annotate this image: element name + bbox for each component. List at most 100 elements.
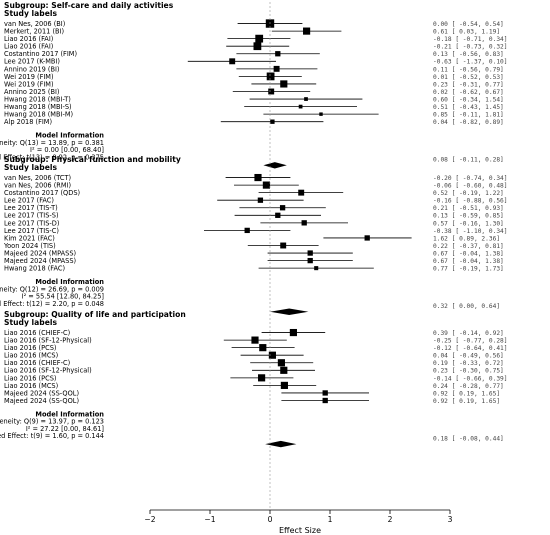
effect-square xyxy=(258,374,266,382)
effect-square xyxy=(298,189,305,196)
effect-square xyxy=(244,227,250,234)
pooled-diamond xyxy=(263,162,287,169)
effect-square xyxy=(307,257,313,264)
ci-value: 0.04 [ -0.49, 0.56] xyxy=(433,353,504,360)
study-label: Costantino 2017 (FIM) xyxy=(4,50,77,58)
effect-square xyxy=(277,359,285,367)
ci-value: -0.12 [ -0.64, 0.41] xyxy=(433,345,508,352)
effect-square xyxy=(280,80,288,88)
ci-value: 0.19 [ -0.33, 0.72] xyxy=(433,360,504,367)
study-label: Merkert, 2011 (BI) xyxy=(4,28,64,36)
study-label: Liao 2016 (SF-12-Physical) xyxy=(4,367,92,375)
study-label: Lee 2017 (K-MBI) xyxy=(4,58,60,66)
ci-value: 0.57 [ -0.16, 1.30] xyxy=(433,220,504,227)
x-tick-label: 1 xyxy=(328,515,333,524)
study-labels-header: Study labels xyxy=(4,9,57,18)
study-label: Wei 2019 (FIM) xyxy=(4,80,54,88)
ci-value: 0.61 [ 0.03, 1.19] xyxy=(433,29,500,36)
effect-square xyxy=(304,97,308,101)
ci-value: 0.92 [ 0.19, 1.65] xyxy=(433,390,500,397)
effect-square xyxy=(255,34,264,43)
ci-value: 0.01 [ -0.52, 0.53] xyxy=(433,74,504,81)
effect-square xyxy=(259,344,267,352)
subgroup-title: Subgroup: Physical function and mobility xyxy=(4,155,181,164)
study-label: Annino 2025 (BI) xyxy=(4,88,60,96)
ci-value: 0.67 [ -0.04, 1.38] xyxy=(433,258,504,265)
heterogeneity-stat: Heterogeneity: Q(12) = 26.69, p = 0.009 xyxy=(0,285,104,293)
study-label: Majeed 2024 (MPASS) xyxy=(4,257,76,265)
effect-square xyxy=(251,336,259,344)
ci-value: 0.23 [ -0.30, 0.75] xyxy=(433,368,504,375)
x-tick-label: −2 xyxy=(144,515,155,524)
subgroup-title: Subgroup: Quality of life and participat… xyxy=(4,310,186,319)
study-label: Alp 2018 (FIM) xyxy=(4,118,52,126)
pooled-effect-label: Pooled Effect: t(13) = 0.92, p = 0.375 xyxy=(0,153,104,161)
ci-value: 0.23 [ -0.31, 0.77] xyxy=(433,81,504,88)
study-label: Liao 2016 (MCS) xyxy=(4,382,58,390)
pooled-diamond xyxy=(265,440,297,448)
effect-square xyxy=(307,250,313,256)
ci-value: 0.77 [ -0.19, 1.73] xyxy=(433,266,504,273)
model-info-header: Model Information xyxy=(35,132,104,140)
ci-value: -0.06 [ -0.60, 0.48] xyxy=(433,183,508,190)
study-label: Lee 2017 (FAC) xyxy=(4,197,54,205)
study-label: Hwang 2018 (MBI-M) xyxy=(4,111,73,119)
effect-square xyxy=(298,104,303,109)
pooled-effect-label: Pooled Effect: t(9) = 1.60, p = 0.144 xyxy=(0,432,104,440)
effect-square xyxy=(254,173,262,182)
effect-square xyxy=(273,65,280,72)
study-label: Hwang 2018 (FAC) xyxy=(4,265,65,273)
ci-value: 0.52 [ -0.19, 1.22] xyxy=(433,190,504,197)
study-label: Costantino 2017 (QDS) xyxy=(4,189,80,197)
ci-value: -0.38 [ -1.10, 0.34] xyxy=(433,228,508,235)
ci-value: 0.11 [ -0.56, 0.79] xyxy=(433,66,504,73)
ci-value: 0.13 [ -0.59, 0.85] xyxy=(433,213,504,220)
study-label: Wei 2019 (FIM) xyxy=(4,73,54,81)
subgroup-title: Subgroup: Self-care and daily activities xyxy=(4,1,174,10)
study-label: Majeed 2024 (MPASS) xyxy=(4,249,76,257)
effect-square xyxy=(280,366,288,374)
ci-value: 0.04 [ -0.82, 0.89] xyxy=(433,119,504,126)
study-label: Liao 2016 (FAI) xyxy=(4,43,53,51)
study-label: Hwang 2018 (MBI-S) xyxy=(4,103,72,111)
effect-square xyxy=(289,328,297,337)
model-info-header: Model Information xyxy=(35,278,104,286)
ci-value: -0.20 [ -0.74, 0.34] xyxy=(433,175,508,182)
ci-value: -0.25 [ -0.77, 0.28] xyxy=(433,338,508,345)
effect-square xyxy=(364,235,370,241)
ci-value: -0.21 [ -0.73, 0.32] xyxy=(433,44,508,51)
ci-value: 0.22 [ -0.37, 0.81] xyxy=(433,243,504,250)
study-label: Liao 2016 (CHIEF-C) xyxy=(4,329,70,337)
x-tick-label: 3 xyxy=(448,515,453,524)
i2-stat: I² = 0.00 [0.00, 68.40] xyxy=(30,146,104,154)
ci-value: 0.39 [ -0.14, 0.92] xyxy=(433,330,504,337)
x-tick-label: 0 xyxy=(268,515,273,524)
study-label: Hwang 2018 (MBI-T) xyxy=(4,95,71,103)
i2-stat: I² = 55.54 [12.80, 84.25] xyxy=(22,293,104,301)
study-label: Liao 2016 (MCS) xyxy=(4,352,58,360)
study-label: Lee 2017 (TIS-D) xyxy=(4,219,59,227)
model-info-header: Model Information xyxy=(35,411,104,419)
x-axis-title: Effect Size xyxy=(279,526,321,535)
ci-value: -0.14 [ -0.66, 0.39] xyxy=(433,375,508,382)
study-label: Liao 2016 (CHIEF-C) xyxy=(4,359,70,367)
study-labels-header: Study labels xyxy=(4,318,57,327)
x-tick-label: −1 xyxy=(204,515,215,524)
ci-value: -0.63 [ -1.37, 0.10] xyxy=(433,59,508,66)
study-label: Lee 2017 (TIS-C) xyxy=(4,227,59,235)
effect-square xyxy=(268,88,275,95)
ci-value: -0.18 [ -0.71, 0.34] xyxy=(433,36,508,43)
effect-square xyxy=(301,220,307,226)
study-label: Kim 2021 (FAC) xyxy=(4,234,55,242)
ci-value: 0.24 [ -0.28, 0.77] xyxy=(433,383,504,390)
effect-square xyxy=(275,51,281,57)
pooled-ci-value: 0.08 [ -0.11, 0.28] xyxy=(433,157,504,164)
ci-value: 0.67 [ -0.04, 1.38] xyxy=(433,250,504,257)
effect-square xyxy=(280,242,287,249)
ci-value: 0.85 [ -0.11, 1.81] xyxy=(433,112,504,119)
pooled-ci-value: 0.32 [ 0.00, 0.64] xyxy=(433,303,500,310)
pooled-ci-value: 0.18 [ -0.08, 0.44] xyxy=(433,436,504,443)
heterogeneity-stat: Heterogeneity: Q(13) = 13.89, p = 0.381 xyxy=(0,139,104,147)
effect-square xyxy=(262,181,270,189)
